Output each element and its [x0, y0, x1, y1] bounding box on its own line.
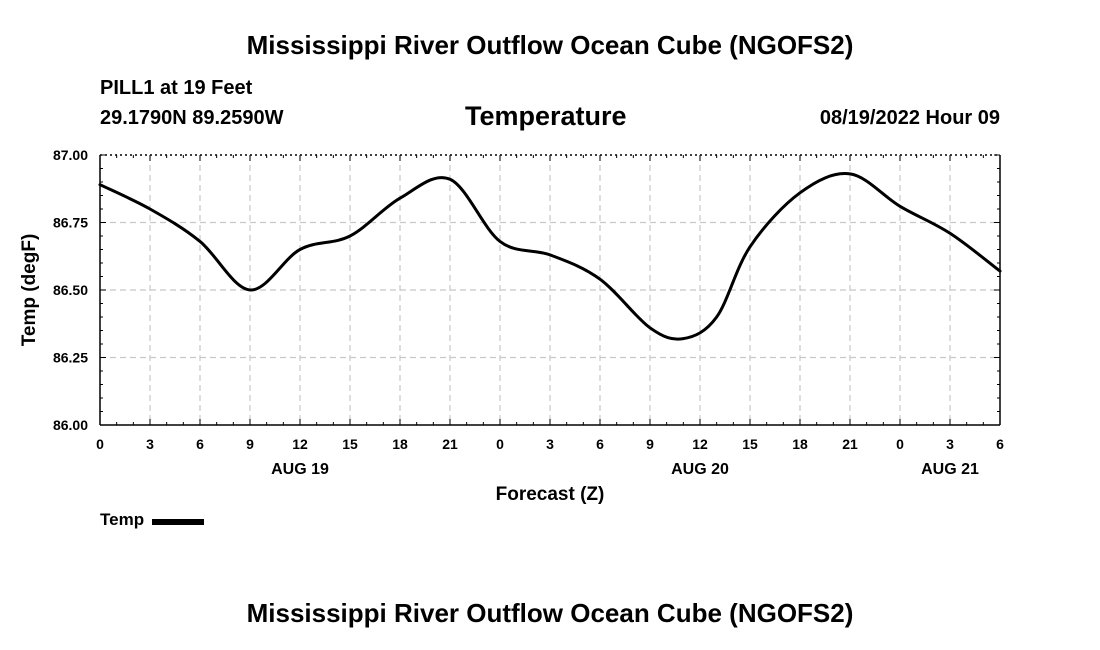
- x-tick-label: 3: [146, 436, 154, 452]
- x-tick-label: 6: [996, 436, 1004, 452]
- y-tick-label: 86.00: [53, 417, 88, 433]
- x-tick-label: 18: [392, 436, 408, 452]
- y-tick-label: 87.00: [53, 147, 88, 163]
- legend: Temp: [100, 510, 205, 530]
- x-day-label: AUG 21: [921, 461, 979, 478]
- chart-title: Temperature: [465, 101, 627, 131]
- temp-series-line: [98, 172, 1002, 341]
- x-axis-title: Forecast (Z): [496, 484, 605, 505]
- x-tick-label: 12: [692, 436, 708, 452]
- x-tick-label: 0: [896, 436, 904, 452]
- legend-label: Temp: [100, 510, 145, 529]
- x-tick-label: 3: [946, 436, 954, 452]
- x-tick-label: 21: [442, 436, 458, 452]
- x-tick-label: 12: [292, 436, 308, 452]
- forecast-datetime: 08/19/2022 Hour 09: [819, 107, 1000, 129]
- y-tick-label: 86.25: [53, 350, 88, 366]
- x-day-label: AUG 20: [671, 461, 729, 478]
- station-label: PILL1 at 19 Feet: [100, 77, 253, 99]
- x-day-label: AUG 19: [271, 461, 329, 478]
- x-tick-label: 6: [196, 436, 204, 452]
- y-tick-label: 86.50: [53, 282, 88, 298]
- page-title: Mississippi River Outflow Ocean Cube (NG…: [246, 30, 854, 60]
- x-tick-label: 21: [842, 436, 858, 452]
- x-tick-label: 9: [646, 436, 654, 452]
- legend-line-swatch: [152, 518, 205, 525]
- x-tick-label: 9: [246, 436, 254, 452]
- station-coordinates: 29.1790N 89.2590W: [100, 107, 284, 129]
- x-tick-label: 15: [342, 436, 358, 452]
- y-tick-label: 86.75: [53, 215, 88, 231]
- x-tick-label: 0: [496, 436, 504, 452]
- x-tick-label: 0: [96, 436, 104, 452]
- footer-title: Mississippi River Outflow Ocean Cube (NG…: [246, 598, 854, 628]
- x-tick-label: 18: [792, 436, 808, 452]
- y-axis-title: Temp (degF): [19, 234, 40, 347]
- x-tick-label: 6: [596, 436, 604, 452]
- x-tick-label: 15: [742, 436, 758, 452]
- x-tick-label: 3: [546, 436, 554, 452]
